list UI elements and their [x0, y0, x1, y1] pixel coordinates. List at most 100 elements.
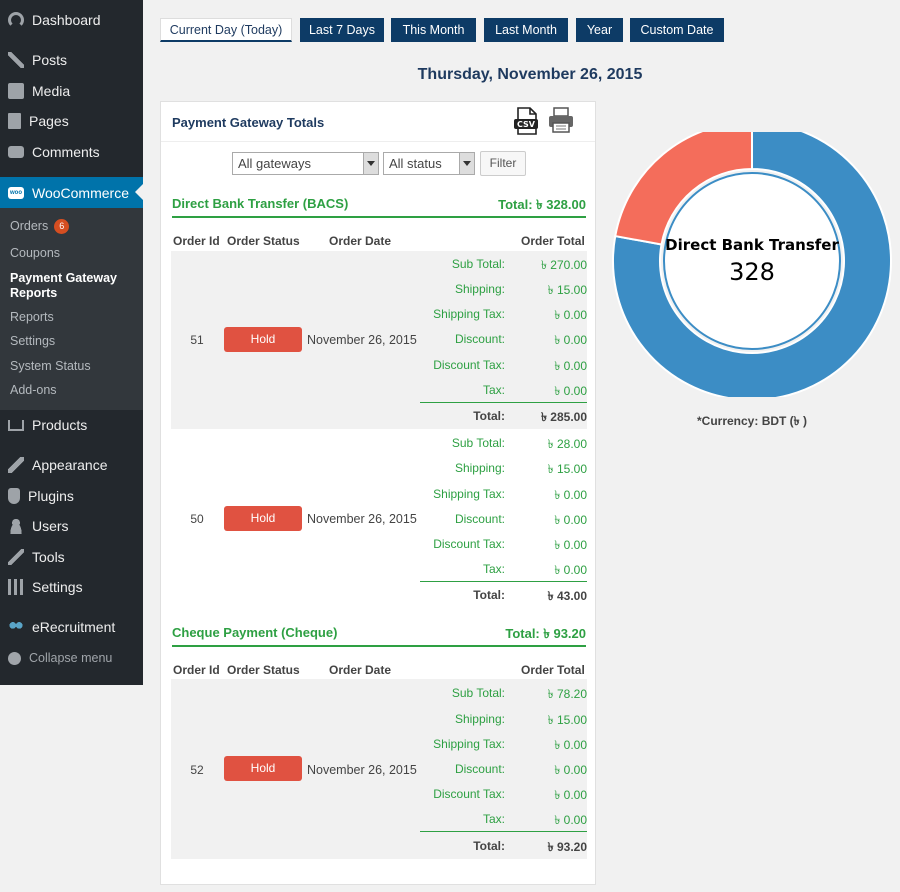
donut-slice-direct-bank-transfer[interactable] — [612, 132, 892, 397]
donut-slice-cheque-payment[interactable] — [614, 132, 753, 246]
submenu-item-payment-gateway-reports[interactable]: Payment Gateway Reports — [10, 271, 117, 301]
date-heading-text: Thursday, November 26, 2015 — [417, 66, 643, 83]
page-icon — [8, 113, 21, 129]
shipping-tax-label: Shipping Tax: — [433, 307, 505, 321]
order-id: 52 — [190, 763, 204, 777]
gateway-header-bacs: Direct Bank Transfer (BACS) Total: ৳ 328… — [172, 196, 586, 218]
sub-total-label: Sub Total: — [451, 257, 505, 271]
sidebar-item-plugins[interactable]: Plugins — [0, 481, 143, 511]
sub-total-value: ৳ 78.20 — [547, 687, 587, 701]
column-header-order-id: Order Id — [173, 234, 220, 248]
discount-tax-label: Discount Tax: — [433, 787, 505, 801]
order-status-button[interactable]: Hold — [224, 506, 302, 531]
submenu-item-reports[interactable]: Reports — [10, 310, 54, 324]
chart-slices — [612, 132, 892, 397]
order-row: 52 Hold November 26, 2015 Sub Total: ৳ 7… — [171, 679, 587, 859]
status-select-value: All status — [389, 156, 442, 171]
sidebar-item-label: Pages — [29, 113, 69, 129]
orders-count-badge: 6 — [54, 219, 70, 234]
tax-value: ৳ 0.00 — [554, 384, 587, 398]
tax-label: Tax: — [482, 383, 505, 397]
sidebar-item-label: Plugins — [28, 488, 74, 504]
sidebar-item-pages[interactable]: Pages — [0, 106, 143, 136]
total-divider — [420, 831, 587, 832]
column-header-order-status: Order Status — [227, 234, 300, 248]
csv-icon[interactable]: CSV — [513, 107, 539, 135]
sidebar-item-label: Media — [32, 83, 71, 99]
printer-icon[interactable] — [547, 106, 575, 134]
filter-button[interactable]: Filter — [480, 151, 526, 176]
tab-last-7-days[interactable]: Last 7 Days — [300, 18, 384, 42]
sidebar-item-woocommerce[interactable]: woo WooCommerce — [0, 177, 143, 208]
chart-center-label: Direct Bank Transfer — [665, 236, 839, 254]
sidebar-item-users[interactable]: Users — [0, 511, 143, 541]
gateway-select[interactable]: All gateways — [232, 152, 379, 175]
submenu-item-system-status[interactable]: System Status — [10, 359, 91, 373]
tab-year[interactable]: Year — [576, 18, 623, 42]
sidebar-item-posts[interactable]: Posts — [0, 45, 143, 75]
gateway-total: Total: ৳ 328.00 — [498, 197, 586, 212]
order-total-value: ৳ 43.00 — [547, 589, 587, 603]
people-icon — [8, 619, 24, 635]
order-status-button[interactable]: Hold — [224, 756, 302, 781]
submenu-item-orders[interactable]: Orders 6 — [10, 219, 70, 234]
status-select[interactable]: All status — [383, 152, 475, 175]
tax-label: Tax: — [482, 812, 505, 826]
total-divider — [420, 402, 587, 403]
sidebar-item-dashboard[interactable]: Dashboard — [0, 5, 143, 35]
submenu-item-coupons[interactable]: Coupons — [10, 246, 61, 260]
tab-last-month[interactable]: Last Month — [484, 18, 568, 42]
submenu-item-label: Orders — [10, 219, 49, 233]
shipping-tax-value: ৳ 0.00 — [554, 488, 587, 502]
sidebar-item-label: eRecruitment — [32, 619, 116, 635]
order-total-label: Total: — [473, 409, 505, 423]
discount-tax-value: ৳ 0.00 — [554, 359, 587, 373]
donut-center — [663, 172, 841, 350]
woocommerce-submenu: Orders 6 Coupons Payment Gateway Reports … — [0, 208, 143, 410]
tab-current-day[interactable]: Current Day (Today) — [160, 18, 292, 42]
discount-tax-value: ৳ 0.00 — [554, 538, 587, 552]
currency-note: *Currency: BDT (৳ ) — [697, 414, 807, 428]
sidebar-item-settings[interactable]: Settings — [0, 572, 143, 602]
order-status-button[interactable]: Hold — [224, 327, 302, 352]
sidebar-item-comments[interactable]: Comments — [0, 137, 143, 167]
sidebar-item-tools[interactable]: Tools — [0, 542, 143, 572]
payment-gateway-totals-panel: Payment Gateway Totals CSV All gateways … — [160, 101, 596, 885]
order-id: 51 — [190, 333, 204, 347]
order-total-value: ৳ 285.00 — [540, 410, 587, 424]
order-row: 50 Hold November 26, 2015 Sub Total: ৳ 2… — [171, 430, 587, 608]
sidebar-item-label: Comments — [32, 144, 100, 160]
sidebar-item-media[interactable]: Media — [0, 76, 143, 106]
sidebar-item-products[interactable]: Products — [0, 410, 143, 440]
report-date-heading: Thursday, November 26, 2015 — [160, 66, 900, 84]
sidebar-item-erecruitment[interactable]: eRecruitment — [0, 612, 143, 642]
woo-icon: woo — [8, 186, 24, 199]
gateway-select-value: All gateways — [238, 156, 311, 171]
collapse-menu-button[interactable]: Collapse menu — [0, 643, 143, 673]
submenu-item-add-ons[interactable]: Add-ons — [10, 383, 57, 397]
chevron-down-icon — [459, 153, 474, 174]
order-date: November 26, 2015 — [307, 512, 417, 526]
order-id: 50 — [190, 512, 204, 526]
shipping-value: ৳ 15.00 — [547, 283, 587, 297]
column-header-order-status: Order Status — [227, 663, 300, 677]
gateway-total: Total: ৳ 93.20 — [505, 626, 586, 641]
order-total-label: Total: — [473, 839, 505, 853]
tab-this-month[interactable]: This Month — [391, 18, 476, 42]
shipping-value: ৳ 15.00 — [547, 462, 587, 476]
order-row: 51 Hold November 26, 2015 Sub Total: ৳ 2… — [171, 251, 587, 429]
discount-tax-label: Discount Tax: — [433, 358, 505, 372]
order-total-label: Total: — [473, 588, 505, 602]
sidebar-item-appearance[interactable]: Appearance — [0, 450, 143, 480]
gauge-icon — [8, 12, 24, 28]
sub-total-label: Sub Total: — [451, 686, 505, 700]
discount-label: Discount: — [454, 512, 505, 526]
pin-icon — [8, 52, 24, 68]
tax-value: ৳ 0.00 — [554, 813, 587, 827]
submenu-item-settings[interactable]: Settings — [10, 334, 56, 348]
shipping-value: ৳ 15.00 — [547, 713, 587, 727]
order-total-value: ৳ 93.20 — [547, 840, 587, 854]
tab-custom-date[interactable]: Custom Date — [630, 18, 724, 42]
gateway-header-cheque: Cheque Payment (Cheque) Total: ৳ 93.20 — [172, 625, 586, 647]
sub-total-value: ৳ 28.00 — [547, 437, 587, 451]
